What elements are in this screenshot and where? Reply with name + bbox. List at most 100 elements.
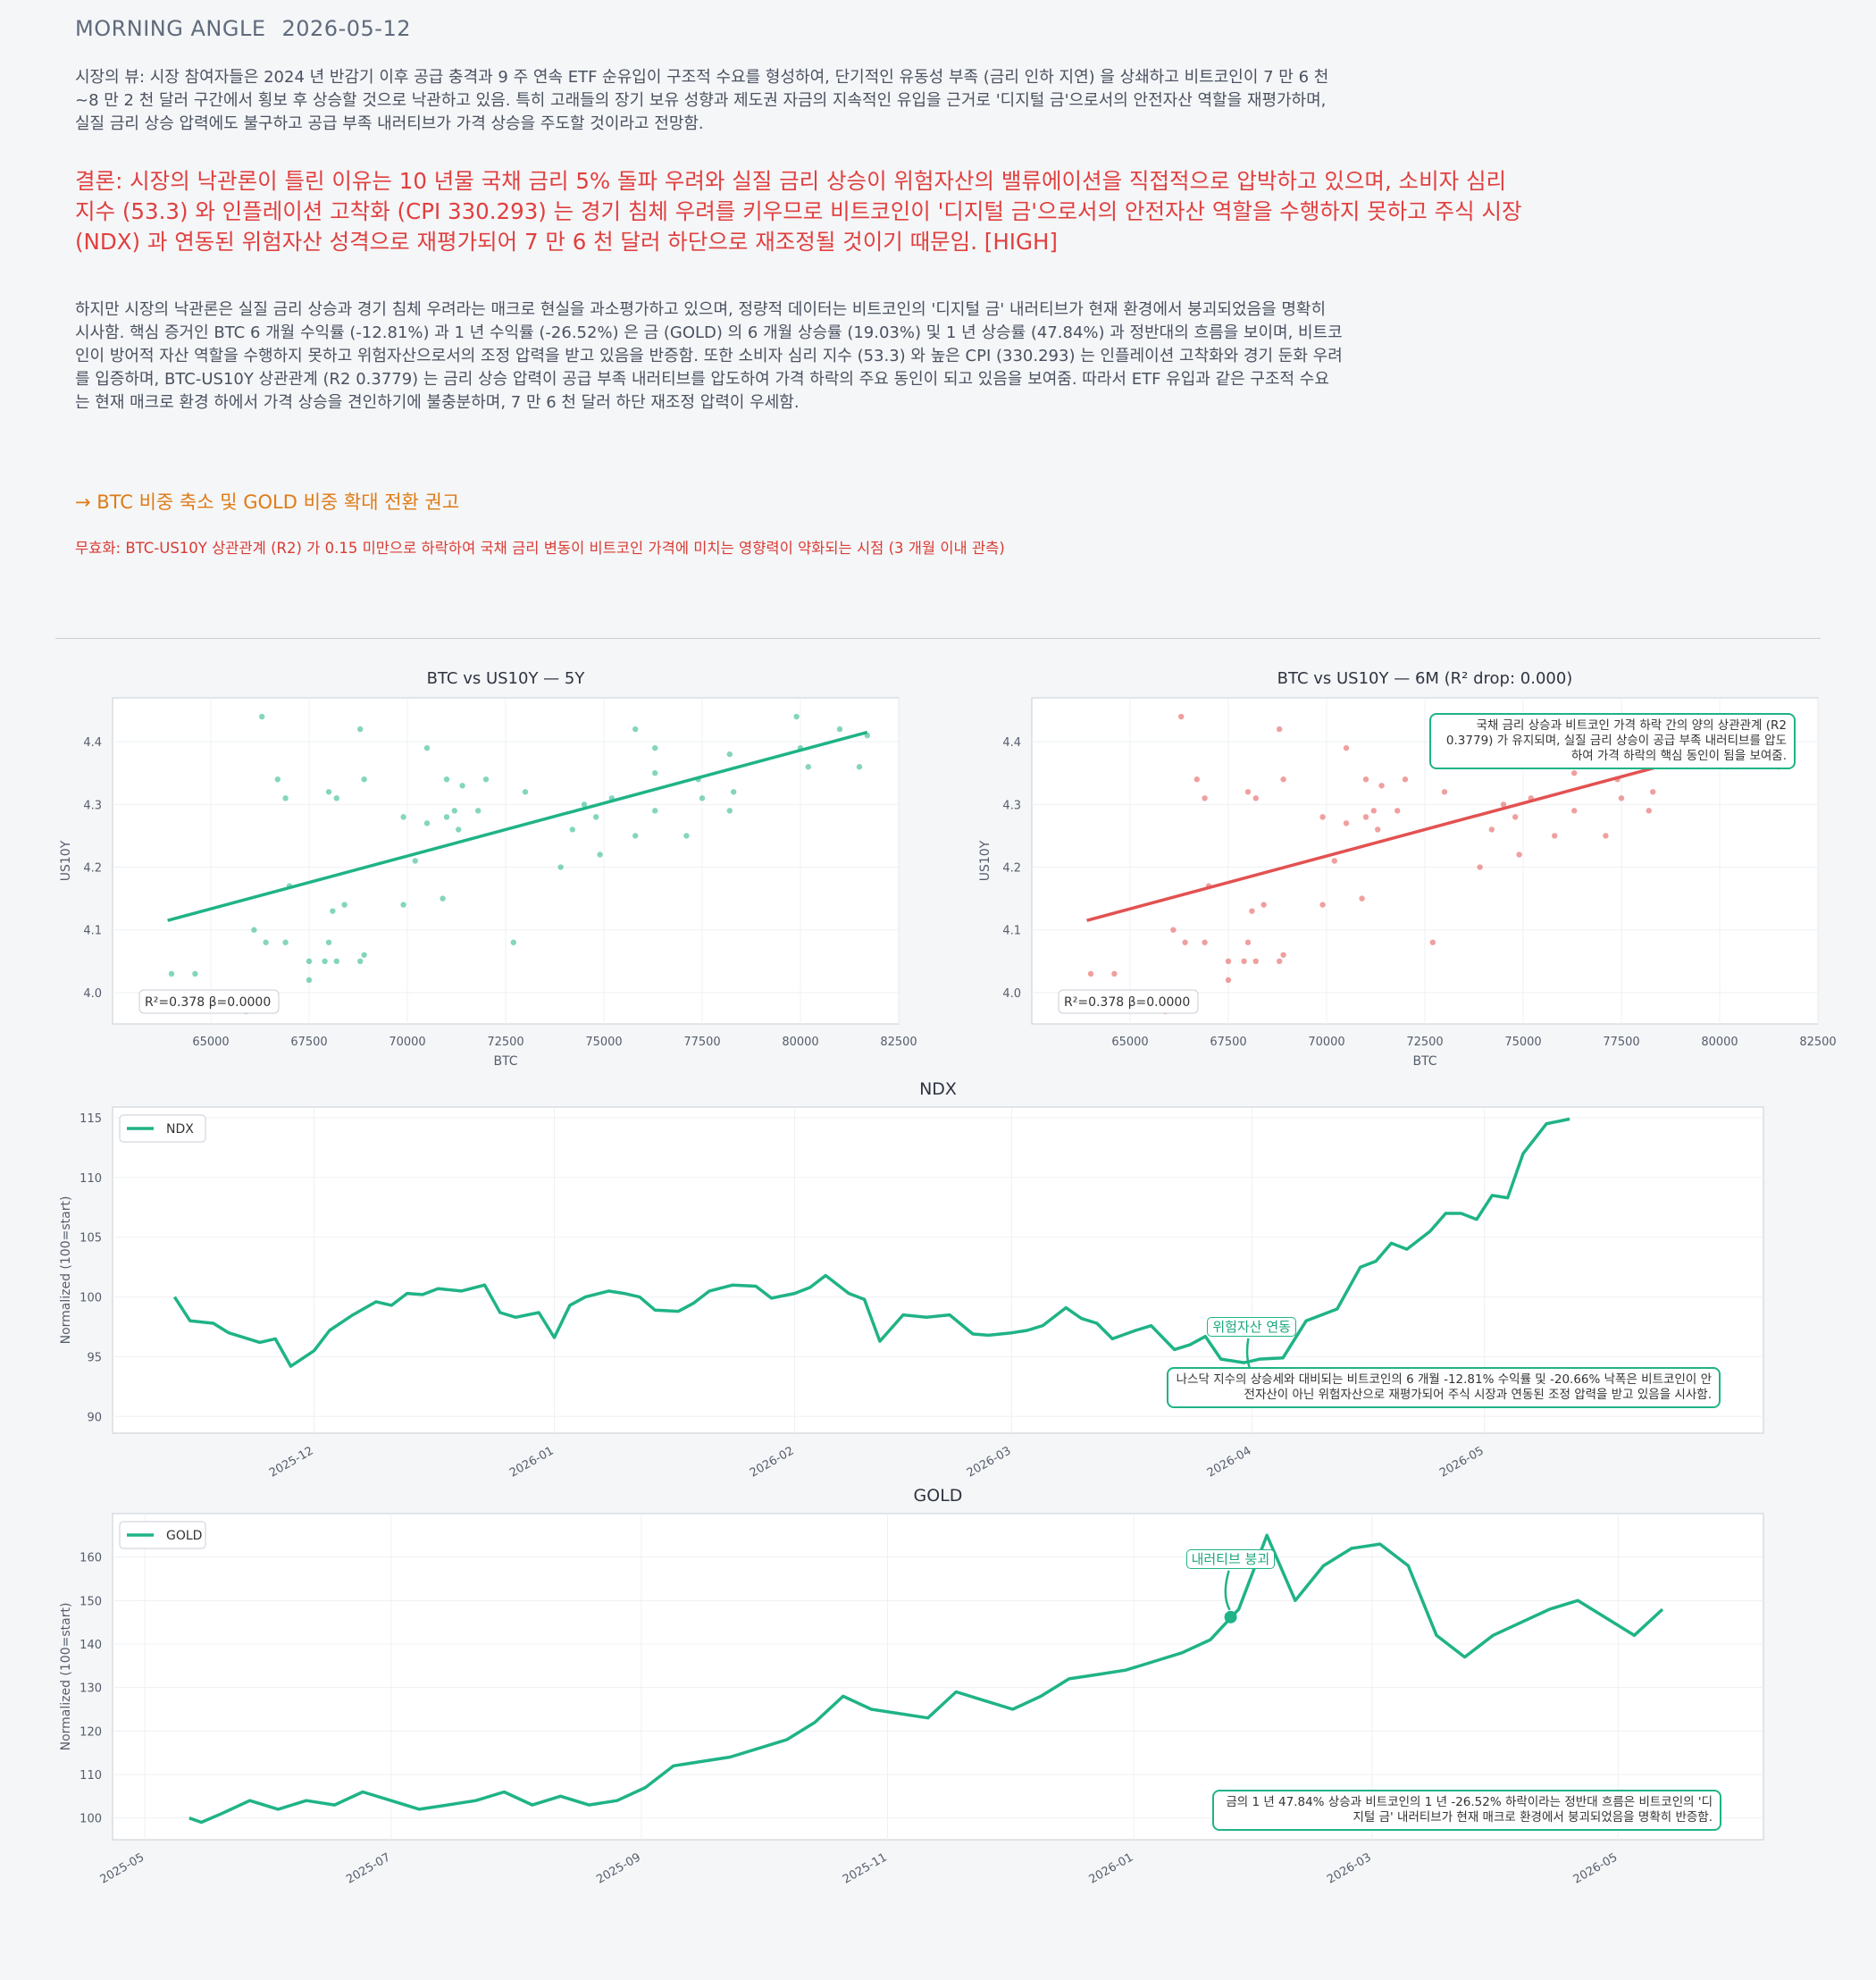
scatter-point xyxy=(282,795,289,801)
counter-argument-paragraph: 하지만 시장의 낙관론은 실질 금리 상승과 경기 침체 우려라는 매크로 현실… xyxy=(75,300,1343,412)
scatter-point xyxy=(1170,927,1177,933)
scatter-point xyxy=(510,939,516,945)
line-plot-area-3 xyxy=(112,1513,1764,1841)
x-tick-label: 2026-03 xyxy=(1325,1850,1374,1886)
scatter-point xyxy=(856,764,863,770)
gold-marker-label: 내러티브 붕괴 xyxy=(1185,1548,1276,1569)
y-axis-label: US10Y xyxy=(978,840,992,881)
x-tick-label: 65000 xyxy=(192,1036,229,1049)
y-tick-label: 4.2 xyxy=(1002,862,1021,876)
scatter-point xyxy=(836,726,843,733)
y-tick-label: 120 xyxy=(80,1725,102,1739)
x-tick-label: 72500 xyxy=(1406,1036,1443,1049)
y-axis-label: Normalized (100=start) xyxy=(59,1196,73,1345)
scatter-point xyxy=(683,833,690,839)
x-tick-label: 75000 xyxy=(1504,1036,1541,1049)
x-tick-label: 67500 xyxy=(1210,1036,1246,1049)
y-tick-label: 4.1 xyxy=(1002,925,1021,938)
x-tick-label: 77500 xyxy=(1603,1036,1639,1049)
y-tick-label: 4.3 xyxy=(1002,799,1021,812)
y-tick-label: 110 xyxy=(80,1769,102,1783)
scatter-point xyxy=(1500,801,1507,808)
scatter-point xyxy=(1552,833,1558,839)
legend: NDX xyxy=(119,1114,206,1143)
y-tick-label: 4.3 xyxy=(83,799,102,812)
y-tick-label: 105 xyxy=(80,1232,102,1246)
scatter-point xyxy=(440,895,446,902)
stats-box-frame xyxy=(138,989,280,1014)
ndx-marker-label: 위험자산 연동 xyxy=(1207,1316,1296,1337)
scatter-point xyxy=(1571,770,1578,776)
stats-box-frame xyxy=(1058,989,1199,1014)
page-title: MORNING ANGLE 2026-05-12 xyxy=(75,16,427,41)
scatter-point xyxy=(1618,795,1625,801)
gold-annotation: 금의 1 년 47.84% 상승과 비트코인의 1 년 -26.52% 하락이라… xyxy=(1212,1790,1721,1831)
scatter-point xyxy=(1362,814,1369,820)
y-tick-label: 4.4 xyxy=(83,736,102,750)
y-tick-label: 100 xyxy=(80,1292,102,1305)
scatter-point xyxy=(1252,795,1260,801)
scatter-point xyxy=(1277,958,1283,965)
scatter-point xyxy=(557,864,564,870)
market-view-paragraph: 시장의 뷰: 시장 참여자들은 2024 년 반감기 이후 공급 충격과 9 주… xyxy=(75,68,1329,133)
y-tick-label: 115 xyxy=(80,1112,102,1126)
scatter-point xyxy=(482,776,490,783)
y-tick-label: 160 xyxy=(80,1552,102,1565)
scatter-point xyxy=(1260,902,1267,908)
scatter-point xyxy=(1182,939,1188,945)
x-tick-label: 2025-12 xyxy=(267,1444,316,1480)
scatter-point xyxy=(726,808,733,814)
scatter-point xyxy=(333,958,339,965)
x-tick-label: 77500 xyxy=(683,1036,720,1049)
scatter-point xyxy=(652,770,658,776)
scatter-point xyxy=(400,814,406,820)
stats-label: R²=0.378 β=0.0000 xyxy=(1064,995,1190,1010)
y-tick-label: 4.0 xyxy=(1002,987,1021,1001)
x-axis-label: BTC xyxy=(1412,1054,1436,1069)
y-tick-label: 4.4 xyxy=(1002,736,1021,750)
scatter-point xyxy=(1249,908,1255,914)
brand-label: MORNING ANGLE xyxy=(75,16,266,41)
scatter-point xyxy=(699,795,706,801)
scatter-point xyxy=(1488,826,1495,833)
scatter-point xyxy=(192,970,198,977)
scatter-annotation: 국채 금리 상승과 비트코인 가격 하락 간의 양의 상관관계 (R2 0.37… xyxy=(1429,713,1796,769)
scatter-point xyxy=(274,776,281,783)
scatter-point xyxy=(1331,858,1338,864)
scatter-point xyxy=(805,764,811,770)
scatter-point xyxy=(451,808,457,814)
x-tick-label: 2026-01 xyxy=(1087,1850,1136,1886)
scatter-point xyxy=(423,744,431,751)
scatter-point xyxy=(1571,808,1578,814)
scatter-point xyxy=(1512,814,1519,820)
chart-title: BTC vs US10Y — 6M (R² drop: 0.000) xyxy=(1277,669,1573,688)
scatter-point xyxy=(251,927,257,933)
scatter-point xyxy=(793,713,800,720)
scatter-point xyxy=(1277,726,1283,733)
x-tick-label: 2025-11 xyxy=(841,1850,890,1886)
scatter-point xyxy=(263,939,269,945)
scatter-point xyxy=(1603,833,1609,839)
scatter-point xyxy=(1394,808,1401,814)
y-tick-label: 90 xyxy=(87,1411,102,1424)
y-axis-label: Normalized (100=start) xyxy=(59,1603,73,1751)
scatter-point xyxy=(357,726,364,733)
scatter-point xyxy=(361,952,367,958)
scatter-point xyxy=(593,814,599,820)
scatter-point xyxy=(1319,902,1326,908)
scatter-point xyxy=(1178,713,1185,720)
scatter-point xyxy=(1402,776,1409,783)
x-tick-label: 67500 xyxy=(290,1036,327,1049)
legend-label: NDX xyxy=(166,1122,194,1137)
scatter-point xyxy=(632,833,639,839)
x-tick-label: 2025-05 xyxy=(98,1850,147,1886)
scatter-point xyxy=(1193,776,1201,783)
scatter-point xyxy=(325,789,332,795)
regression-line xyxy=(167,730,868,922)
y-tick-label: 4.2 xyxy=(83,862,102,876)
scatter-point xyxy=(459,783,465,789)
y-tick-label: 110 xyxy=(80,1172,102,1186)
x-tick-label: 2026-05 xyxy=(1437,1444,1487,1480)
scatter-point xyxy=(1225,958,1232,965)
report-date: 2026-05-12 xyxy=(281,16,411,41)
